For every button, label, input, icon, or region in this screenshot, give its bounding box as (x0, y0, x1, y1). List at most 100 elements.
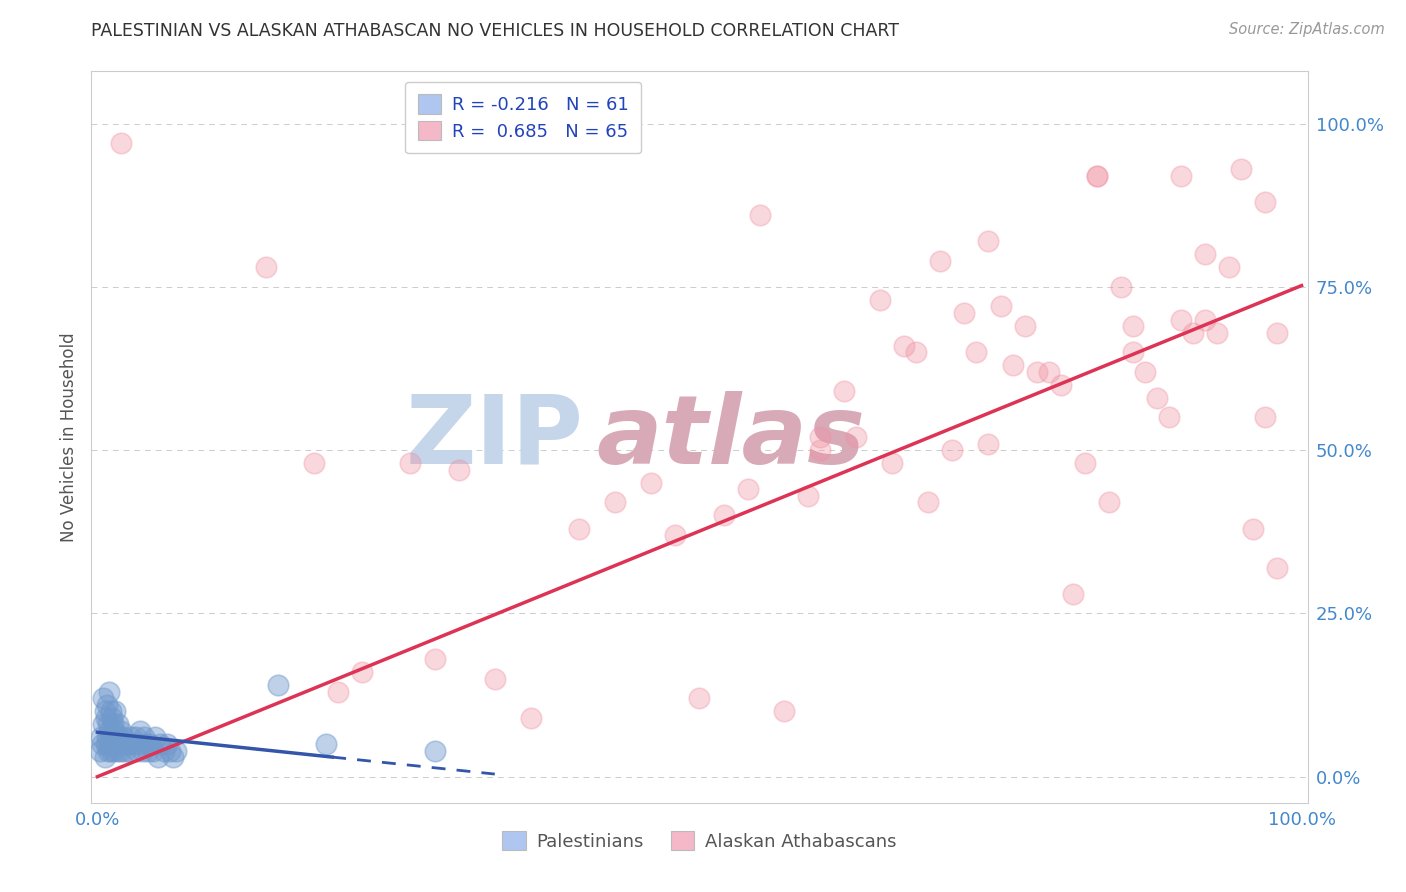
Point (1218, 260, 1240, 275)
Point (143, 731, 166, 745)
Point (146, 750, 169, 764)
Legend: Palestinians, Alaskan Athabascans: Palestinians, Alaskan Athabascans (489, 818, 910, 863)
Point (568, 521, 591, 535)
Point (977, 436, 1000, 450)
Point (929, 253, 952, 268)
Point (110, 737, 132, 751)
Point (1254, 410, 1277, 425)
Point (1267, 560, 1289, 574)
Point (1182, 326, 1205, 340)
Point (882, 456, 904, 470)
Point (128, 723, 150, 738)
Point (91, 737, 114, 751)
Point (1230, 162, 1253, 177)
Point (399, 456, 422, 470)
Point (352, 665, 374, 680)
Point (772, 705, 794, 719)
Point (664, 528, 686, 542)
Point (520, 711, 543, 725)
Point (142, 743, 165, 757)
Text: PALESTINIAN VS ALASKAN ATHABASCAN NO VEHICLES IN HOUSEHOLD CORRELATION CHART: PALESTINIAN VS ALASKAN ATHABASCAN NO VEH… (91, 22, 900, 40)
Point (90, 731, 112, 745)
Point (112, 737, 135, 751)
Point (423, 743, 446, 757)
Point (165, 743, 187, 757)
Point (917, 495, 939, 509)
Point (94, 737, 117, 751)
Point (713, 508, 735, 523)
Point (108, 731, 131, 745)
Point (1025, 365, 1047, 379)
Point (97, 717, 120, 731)
Point (328, 685, 350, 699)
Point (1122, 319, 1144, 334)
Point (953, 306, 976, 320)
Point (808, 430, 831, 444)
Point (1206, 326, 1229, 340)
Point (1001, 358, 1024, 372)
Point (423, 652, 446, 666)
Point (965, 345, 987, 359)
Point (797, 489, 820, 503)
Y-axis label: No Vehicles in Household: No Vehicles in Household (59, 332, 77, 542)
Point (101, 717, 124, 731)
Point (104, 731, 127, 745)
Point (1194, 247, 1216, 261)
Point (122, 737, 145, 751)
Point (110, 136, 132, 151)
Point (315, 737, 337, 751)
Point (100, 743, 122, 757)
Point (302, 456, 325, 470)
Point (845, 430, 868, 444)
Point (605, 495, 627, 509)
Point (689, 691, 711, 706)
Point (118, 743, 141, 757)
Point (737, 483, 759, 497)
Point (132, 743, 155, 757)
Point (1254, 194, 1277, 209)
Point (93, 705, 115, 719)
Point (1098, 495, 1121, 509)
Point (162, 750, 184, 764)
Point (1049, 377, 1071, 392)
Point (905, 345, 928, 359)
Point (125, 731, 148, 745)
Point (98, 737, 121, 751)
Point (1133, 365, 1156, 379)
Point (254, 260, 277, 275)
Point (103, 743, 125, 757)
Point (1109, 280, 1132, 294)
Point (1267, 326, 1289, 340)
Point (149, 737, 172, 751)
Point (101, 731, 124, 745)
Point (136, 743, 159, 757)
Point (104, 705, 127, 719)
Point (93, 717, 115, 731)
Point (1159, 410, 1181, 425)
Point (96, 731, 118, 745)
Point (107, 717, 129, 731)
Point (893, 339, 915, 353)
Point (117, 737, 139, 751)
Point (1085, 169, 1108, 183)
Point (114, 743, 136, 757)
Point (110, 743, 132, 757)
Point (1170, 312, 1192, 326)
Point (1170, 169, 1192, 183)
Point (447, 463, 470, 477)
Point (110, 723, 132, 738)
Point (832, 384, 855, 399)
Text: Source: ZipAtlas.com: Source: ZipAtlas.com (1229, 22, 1385, 37)
Point (100, 705, 122, 719)
Point (135, 737, 157, 751)
Point (98, 723, 121, 738)
Point (748, 208, 770, 222)
Point (808, 443, 831, 458)
Point (93, 691, 115, 706)
Point (93, 750, 115, 764)
Point (990, 300, 1012, 314)
Point (129, 737, 152, 751)
Point (101, 737, 124, 751)
Point (159, 743, 181, 757)
Point (156, 737, 179, 751)
